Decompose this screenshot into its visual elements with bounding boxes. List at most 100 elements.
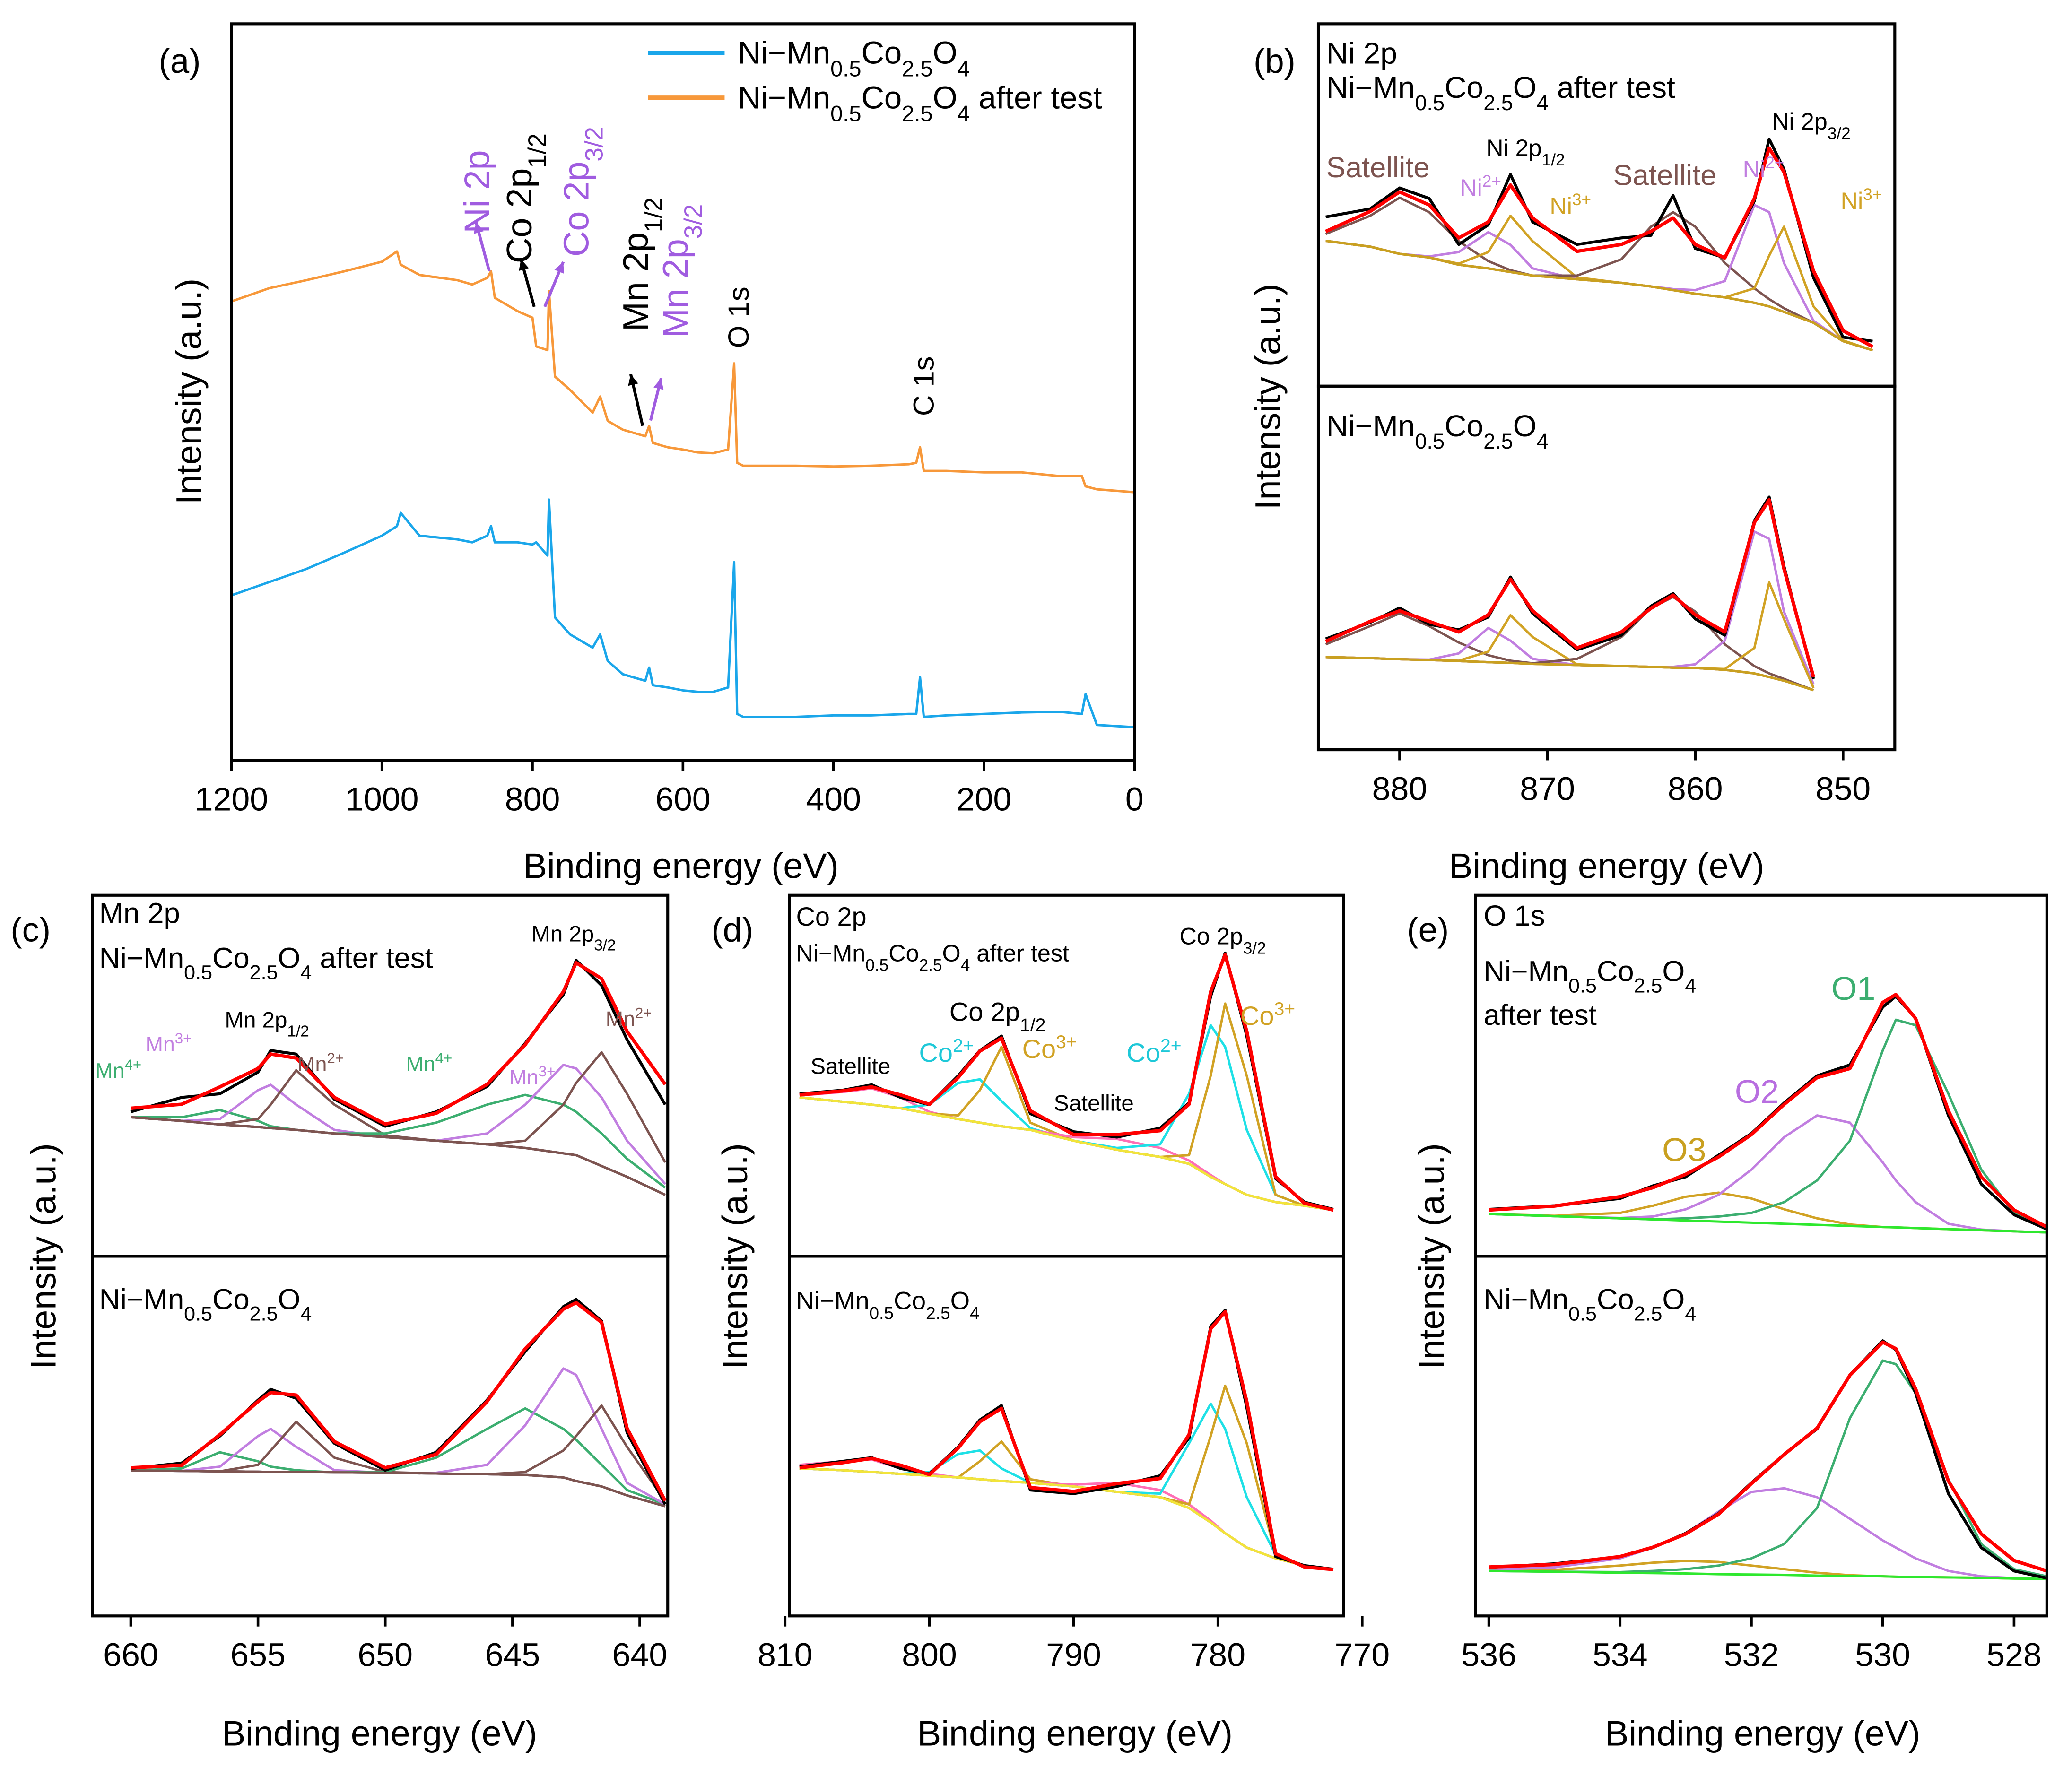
annotation: O3 bbox=[1662, 1131, 1706, 1168]
text-part: after test bbox=[970, 940, 1069, 967]
text-part: Co bbox=[1127, 1038, 1160, 1067]
annotation: Mn3+ bbox=[146, 1030, 192, 1056]
text-part: Co bbox=[861, 35, 902, 70]
x-tick-label: 860 bbox=[1668, 770, 1723, 807]
x-tick-label: 770 bbox=[1335, 1637, 1390, 1673]
text-part: O bbox=[1513, 409, 1537, 443]
text-part: O bbox=[1513, 70, 1537, 104]
x-tick-label: 1000 bbox=[345, 781, 418, 818]
text-part: Mn bbox=[406, 1052, 435, 1076]
text-part: 0.5 bbox=[184, 962, 212, 984]
text-part: 4 bbox=[970, 1303, 980, 1323]
x-tick-label: 800 bbox=[505, 781, 560, 818]
text-part: O bbox=[950, 1287, 970, 1315]
text-part: O 1s bbox=[723, 286, 755, 348]
text-part: 3/2 bbox=[580, 127, 608, 161]
annotation: Mn4+ bbox=[95, 1056, 141, 1083]
text-part: 4 bbox=[1537, 90, 1549, 114]
annotation: Ni 2p bbox=[1326, 36, 1397, 70]
text-part: Ni−Mn bbox=[796, 1287, 869, 1315]
arrow-head bbox=[519, 259, 529, 271]
text-part: 2+ bbox=[1765, 153, 1784, 172]
text-part: Ni−Mn bbox=[796, 940, 865, 967]
text-part: O bbox=[278, 942, 301, 975]
text-part: 1/2 bbox=[640, 198, 668, 232]
x-axis-title: Binding energy (eV) bbox=[523, 846, 839, 886]
annotation: Satellite bbox=[1326, 151, 1430, 184]
annotation: Ni−Mn0.5Co2.5O4 bbox=[1484, 955, 1697, 997]
text-part: Co bbox=[919, 1038, 953, 1067]
text-part: 0.5 bbox=[865, 956, 888, 974]
x-tick-label: 850 bbox=[1816, 770, 1871, 807]
x-tick-label: 645 bbox=[485, 1637, 540, 1673]
x-tick-label: 810 bbox=[757, 1637, 813, 1673]
annotation: Co3+ bbox=[1022, 1031, 1077, 1064]
text-part: Co bbox=[1597, 1283, 1634, 1316]
spectrum-line bbox=[231, 250, 1135, 494]
spectrum-line bbox=[799, 953, 1334, 1212]
annotation: Co2+ bbox=[1127, 1036, 1182, 1068]
annotation: Satellite bbox=[810, 1054, 890, 1079]
annotation: Satellite bbox=[1613, 159, 1717, 192]
y-axis-title: Intensity (a.u.) bbox=[24, 1143, 63, 1369]
x-tick-label: 536 bbox=[1461, 1637, 1516, 1673]
annotation: after test bbox=[1484, 999, 1597, 1031]
text-part: Ni−Mn bbox=[1326, 70, 1415, 104]
x-tick-label: 530 bbox=[1855, 1637, 1910, 1673]
text-part: 3+ bbox=[175, 1030, 192, 1046]
text-part: C 1s bbox=[907, 356, 940, 416]
text-part: O bbox=[1662, 1283, 1685, 1316]
annotation: Ni−Mn0.5Co2.5O4 bbox=[1484, 1283, 1697, 1325]
text-part: 0.5 bbox=[1415, 90, 1445, 114]
x-tick-label: 200 bbox=[957, 781, 1012, 818]
text-part: Co bbox=[1445, 409, 1483, 443]
text-part: O bbox=[933, 80, 958, 115]
plot-frame bbox=[1474, 1255, 2048, 1618]
annotation: Co 2p3/2 bbox=[1179, 922, 1266, 957]
text-part: 2+ bbox=[1482, 172, 1501, 190]
text-part: 3+ bbox=[539, 1063, 556, 1079]
text-part: 3+ bbox=[1572, 191, 1591, 209]
text-part: O2 bbox=[1735, 1073, 1779, 1110]
spectrum-line bbox=[799, 1467, 1334, 1571]
text-part: 1/2 bbox=[287, 1023, 309, 1040]
x-axis-title: Binding energy (eV) bbox=[917, 1714, 1233, 1753]
x-tick-label: 534 bbox=[1593, 1637, 1648, 1673]
arrow-head bbox=[653, 378, 664, 390]
text-part: 2+ bbox=[1160, 1036, 1182, 1056]
text-part: Mn bbox=[146, 1032, 175, 1056]
x-tick-label: 400 bbox=[806, 781, 861, 818]
spectrum-line bbox=[131, 1116, 666, 1196]
text-part: Co bbox=[861, 80, 902, 115]
text-part: Ni bbox=[1841, 187, 1863, 214]
text-part: 4 bbox=[300, 1302, 312, 1325]
legend-label: Ni−Mn0.5Co2.5O4 after test bbox=[738, 80, 1102, 126]
text-part: Co bbox=[894, 1287, 926, 1315]
x-tick-label: 528 bbox=[1986, 1637, 2042, 1673]
annotation: O2 bbox=[1735, 1073, 1779, 1110]
annotation: Mn 2p3/2 bbox=[531, 922, 616, 954]
text-part: Mn bbox=[509, 1066, 539, 1089]
annotation: Co2+ bbox=[919, 1036, 974, 1068]
text-part: O bbox=[933, 35, 958, 70]
annotation: C 1s bbox=[907, 356, 940, 416]
text-part: after test bbox=[1549, 70, 1675, 104]
annotation: Ni−Mn0.5Co2.5O4 bbox=[1326, 409, 1549, 453]
text-part: 3/2 bbox=[1243, 939, 1266, 957]
text-part: Ni bbox=[1550, 192, 1572, 219]
annotation: Co 2p bbox=[796, 901, 866, 931]
text-part: 4+ bbox=[124, 1056, 141, 1073]
text-part: Ni−Mn bbox=[1484, 955, 1568, 988]
x-tick-label: 790 bbox=[1046, 1637, 1101, 1673]
spectrum-line bbox=[1489, 1213, 2047, 1234]
x-tick-label: 880 bbox=[1372, 770, 1428, 807]
panel-label: (e) bbox=[1407, 911, 1449, 949]
text-part: 4 bbox=[300, 962, 312, 984]
text-part: 2.5 bbox=[926, 1303, 950, 1323]
x-tick-label: 650 bbox=[357, 1637, 413, 1673]
text-part: Satellite bbox=[810, 1054, 890, 1079]
text-part: 2.5 bbox=[1483, 90, 1513, 114]
text-part: 3/2 bbox=[679, 204, 707, 239]
annotation: Ni3+ bbox=[1841, 185, 1882, 214]
